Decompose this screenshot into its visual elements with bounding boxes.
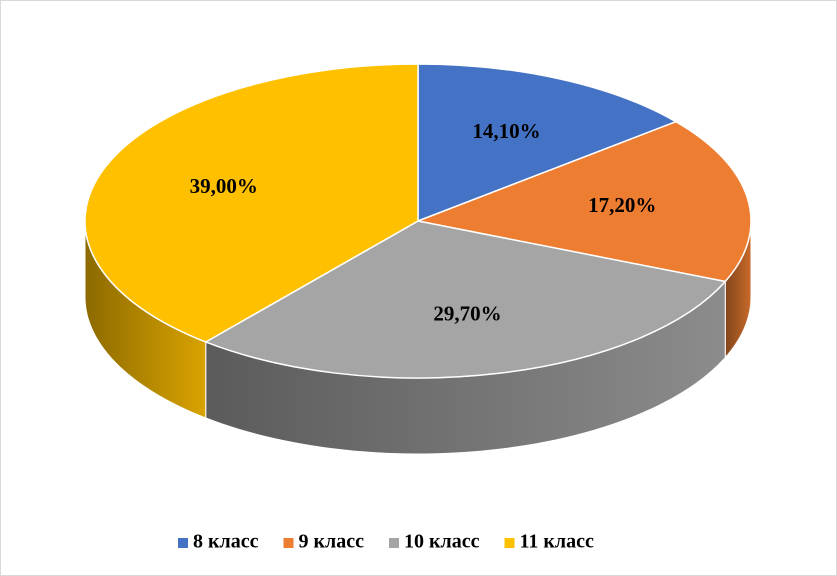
legend-swatch: [389, 538, 399, 548]
slice: [203, 220, 727, 379]
data-label: 39,00%: [190, 174, 258, 198]
legend-label: 8 класс: [193, 531, 259, 553]
legend-swatch: [283, 538, 294, 548]
slice: [417, 63, 678, 223]
legend-label: 9 класс: [299, 531, 365, 553]
legend-label: 11 класс: [520, 531, 595, 553]
legend-swatch: [504, 538, 515, 548]
slice: [415, 120, 752, 283]
data-label: 14,10%: [472, 119, 540, 143]
legend-swatch: [178, 538, 188, 548]
data-label: 17,20%: [588, 193, 656, 217]
slice: [84, 63, 419, 343]
data-label: 29,70%: [433, 301, 501, 325]
legend-label: 10 класс: [404, 531, 480, 553]
